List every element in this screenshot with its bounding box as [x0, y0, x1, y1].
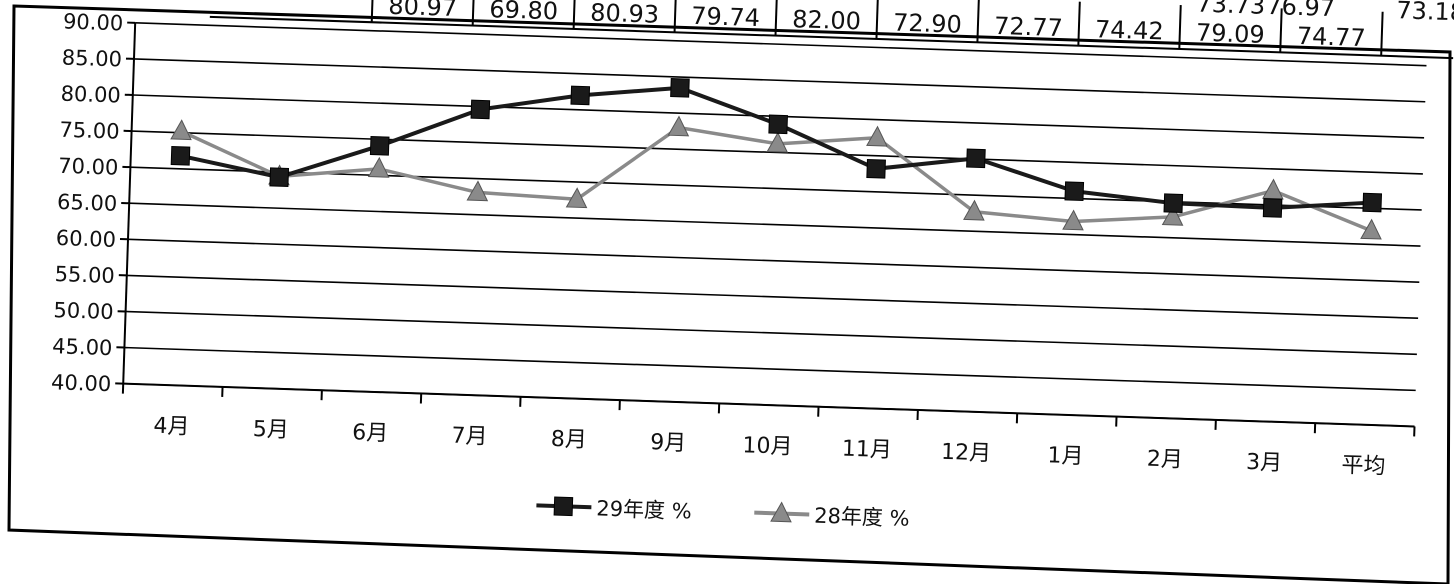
- data-point-square: [866, 158, 886, 179]
- data-point-square: [470, 99, 491, 120]
- gridline: [127, 238, 1420, 283]
- gridline: [126, 274, 1419, 320]
- x-tick-label: 7月: [451, 424, 488, 450]
- data-point-triangle: [963, 199, 985, 221]
- table-divider: [572, 0, 577, 29]
- table-divider: [673, 0, 678, 33]
- gridline: [125, 310, 1417, 356]
- gridline: [129, 202, 1421, 247]
- y-tick-label: 40.00: [51, 370, 112, 396]
- legend-label: 29年度 %: [596, 496, 692, 523]
- y-tick-label: 45.00: [52, 334, 113, 360]
- data-point-square: [1362, 192, 1383, 213]
- y-tick-label: 85.00: [61, 46, 122, 72]
- chart-border: [7, 4, 1452, 584]
- x-tick-label: 8月: [550, 427, 587, 453]
- y-tick-label: 70.00: [58, 154, 119, 180]
- data-point-triangle: [866, 125, 888, 147]
- x-tick-label: 1月: [1047, 443, 1084, 469]
- table-cell-partial: 73.18: [1396, 0, 1454, 26]
- legend-marker: [770, 501, 792, 523]
- x-tick-label: 5月: [252, 417, 289, 443]
- table-divider: [471, 0, 476, 26]
- data-point-square: [570, 85, 591, 106]
- y-tick-label: 80.00: [60, 82, 121, 108]
- data-point-triangle: [766, 131, 789, 153]
- data-point-triangle: [170, 119, 192, 141]
- data-point-square: [369, 135, 390, 156]
- data-point-square: [1064, 181, 1085, 202]
- y-tick-label: 55.00: [54, 262, 115, 288]
- y-tick-label: 75.00: [59, 118, 120, 144]
- data-point-triangle: [367, 156, 390, 178]
- data-point-square: [1262, 198, 1283, 218]
- y-axis: 90.00 85.00 80.00 75.00 70.00 65.00 60.00 55.00…: [51, 9, 137, 396]
- data-point-triangle: [1360, 218, 1382, 240]
- table-divider: [1077, 1, 1081, 46]
- x-tick-label: 12月: [941, 440, 992, 467]
- table-cell-partial: 73.73: [1196, 0, 1266, 20]
- data-point-square: [768, 114, 788, 135]
- x-axis: 4月 5月 6月 7月 8月 9月 10月 11月 12月 1月 2月 3月 平均: [121, 382, 1416, 480]
- y-tick-label: 50.00: [53, 298, 114, 324]
- gridline: [131, 130, 1423, 175]
- y-tick-label: 90.00: [63, 9, 124, 35]
- table-divider: [875, 0, 879, 39]
- x-tick-label: 10月: [742, 433, 793, 460]
- table-divider: [1178, 5, 1182, 50]
- line-chart: 90.00 85.00 80.00 75.00 70.00 65.00 60.00 55.00…: [51, 9, 1427, 531]
- y-tick-label: 65.00: [57, 190, 118, 216]
- x-tick-label: 2月: [1146, 447, 1183, 473]
- data-point-triangle: [565, 187, 588, 209]
- table-rule: [209, 15, 1454, 60]
- legend: 29年度 % 28年度 %: [536, 496, 910, 531]
- table-cell-partial: 76.97: [1266, 0, 1336, 22]
- gridline: [133, 58, 1426, 103]
- data-point-triangle: [1161, 204, 1184, 226]
- x-tick-label: 6月: [352, 420, 389, 446]
- data-point-triangle: [667, 115, 690, 137]
- data-point-triangle: [1062, 209, 1084, 231]
- data-point-square: [966, 148, 986, 169]
- y-tick-label: 60.00: [55, 226, 116, 252]
- data-point-square: [170, 145, 191, 166]
- x-tick-label: 11月: [841, 436, 892, 463]
- table-divider: [976, 0, 980, 43]
- gridline: [124, 346, 1416, 392]
- table-divider: [774, 0, 778, 36]
- x-tick-label: 平均: [1341, 453, 1386, 479]
- table-divider: [1279, 8, 1283, 53]
- table-cell: 80.97: [388, 0, 458, 22]
- x-tick-label: 3月: [1246, 450, 1283, 476]
- data-point-triangle: [466, 180, 489, 202]
- x-axis-line: [123, 382, 1415, 428]
- series-layer: [170, 78, 1383, 240]
- legend-marker: [553, 496, 574, 517]
- x-tick-label: 9月: [650, 430, 687, 456]
- x-tick-label: 4月: [153, 414, 190, 440]
- gridline: [135, 22, 1427, 67]
- data-point-square: [269, 167, 290, 187]
- data-point-square: [670, 78, 690, 98]
- data-point-square: [1163, 193, 1184, 213]
- table-divider: [370, 0, 375, 23]
- legend-label: 28年度 %: [814, 504, 910, 531]
